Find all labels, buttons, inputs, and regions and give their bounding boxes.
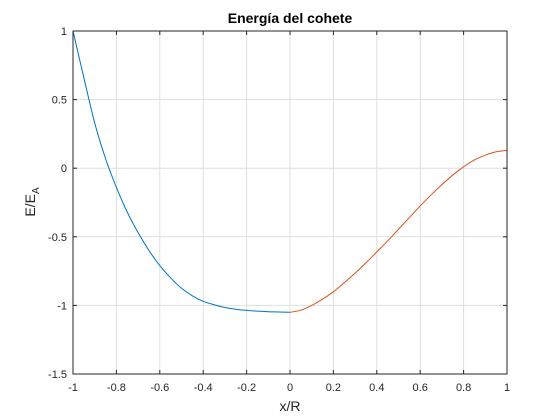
chart-title: Energía del cohete bbox=[228, 10, 353, 26]
data-lines bbox=[72, 30, 508, 313]
series-line-2 bbox=[289, 149, 508, 313]
y-tick-label: 0.5 bbox=[52, 95, 67, 107]
y-tick-label: 1 bbox=[61, 26, 67, 38]
x-tick-label: 0.8 bbox=[456, 382, 471, 394]
x-tick-label: -0.6 bbox=[150, 382, 169, 394]
y-axis-label: E/EA bbox=[22, 187, 42, 217]
y-axis-label-main: E/E bbox=[22, 194, 38, 217]
x-tick-label: -0.8 bbox=[107, 382, 126, 394]
y-tick-label: -0.5 bbox=[48, 232, 67, 244]
y-tick-label: 0 bbox=[61, 163, 67, 175]
y-tick-label: -1.5 bbox=[48, 369, 67, 381]
axis-ticks: -1 -0.8 -0.6 -0.4 -0.2 0 0.2 0.4 0.6 0.8 1-1.5-1-0… bbox=[48, 26, 510, 394]
x-tick-label: -1 bbox=[68, 382, 78, 394]
x-tick-label: 1 bbox=[504, 382, 510, 394]
series-line-1 bbox=[72, 30, 291, 313]
y-axis-label-sub: A bbox=[31, 187, 42, 194]
y-tick-label: -1 bbox=[57, 300, 67, 312]
x-tick-label: 0.6 bbox=[413, 382, 428, 394]
x-tick-label: 0 bbox=[287, 382, 293, 394]
x-tick-label: -0.2 bbox=[237, 382, 256, 394]
x-tick-label: -0.4 bbox=[194, 382, 213, 394]
x-tick-label: 0.4 bbox=[369, 382, 384, 394]
x-tick-label: 0.2 bbox=[326, 382, 341, 394]
x-axis-label: x/R bbox=[280, 398, 301, 414]
